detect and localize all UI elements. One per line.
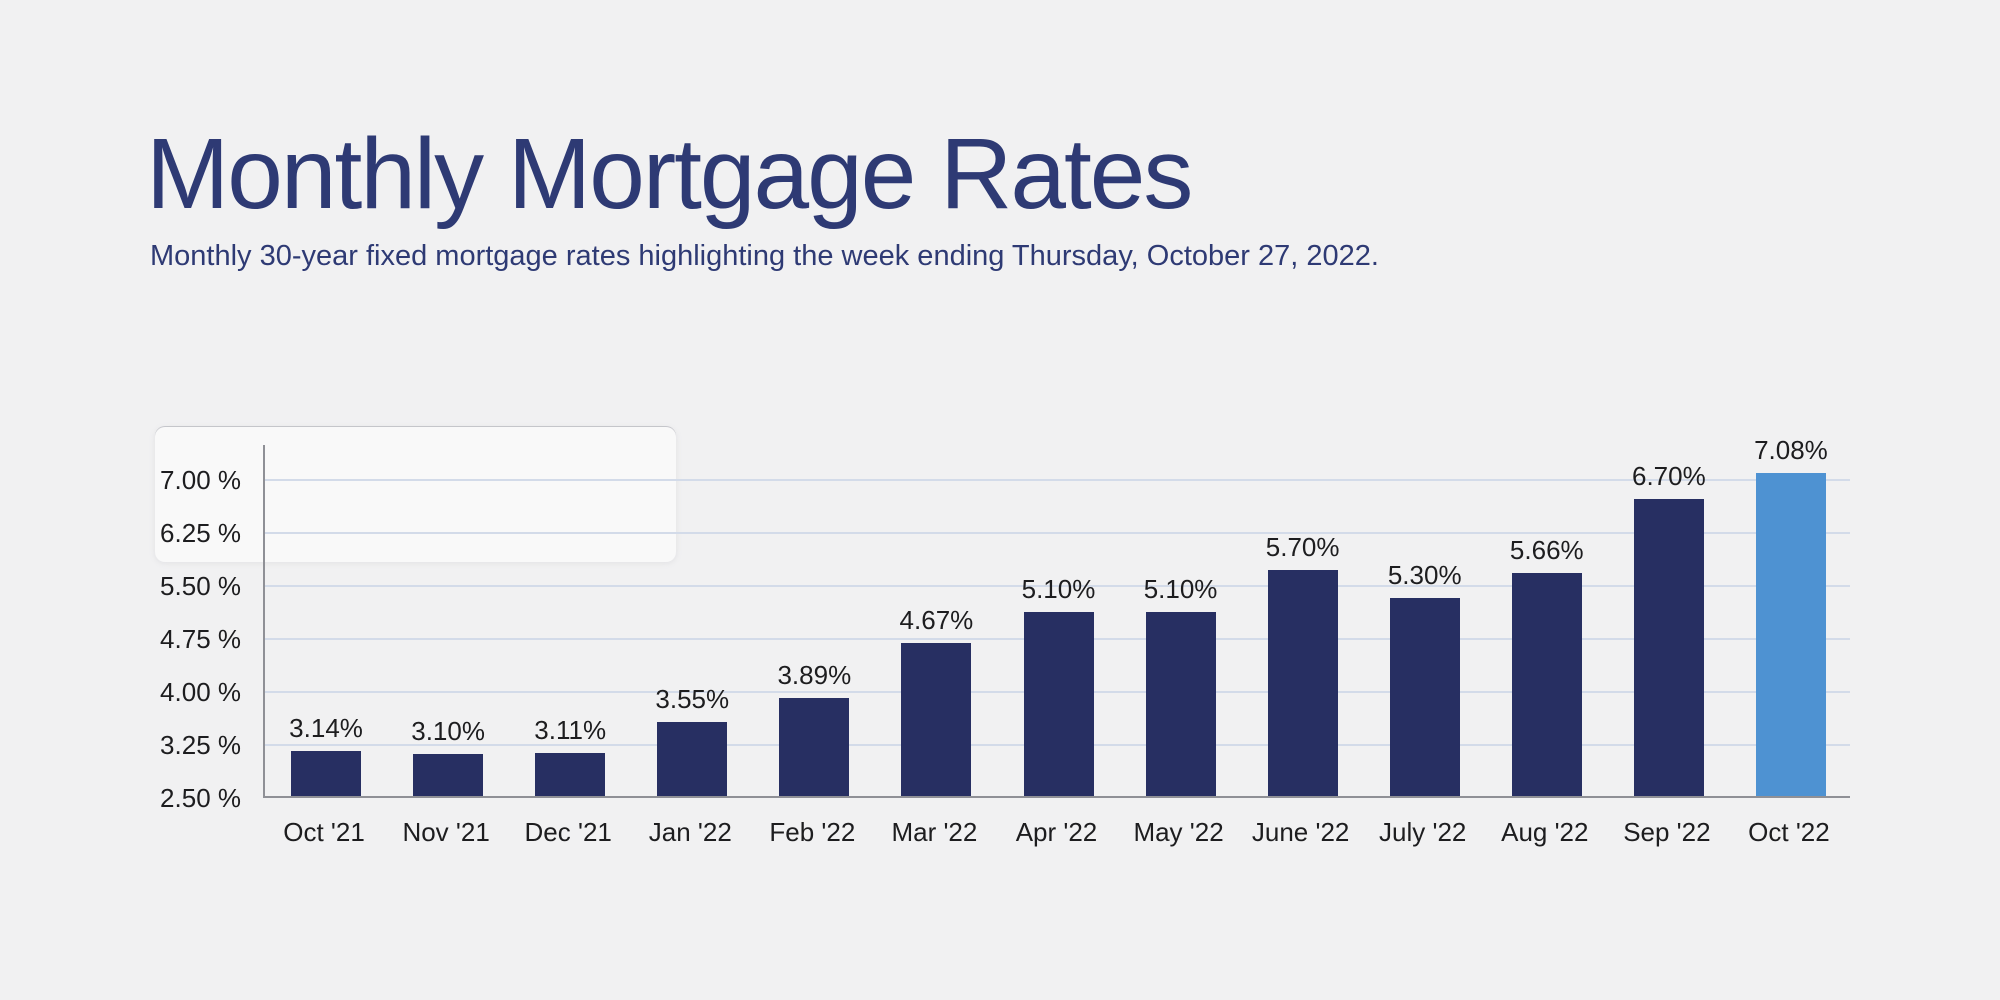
bar-value-label: 3.10% (411, 715, 485, 746)
bar (1023, 612, 1094, 796)
bar-value-label: 3.14% (289, 712, 363, 743)
x-tick-label: Feb '22 (769, 817, 856, 847)
y-tick-label: 6.25 % (160, 518, 241, 549)
bar (1633, 499, 1704, 796)
bar-value-label: 3.89% (777, 659, 852, 690)
bar-value-label: 5.70% (1265, 532, 1340, 563)
x-tick-label: Apr '22 (1015, 817, 1098, 847)
gridline (265, 585, 1850, 588)
bar (901, 642, 972, 796)
x-tick-label: Mar '22 (891, 817, 978, 847)
bar (535, 752, 606, 796)
bar (779, 697, 850, 796)
bar-value-label: 5.30% (1387, 560, 1462, 591)
x-tick-label: Dec '21 (524, 817, 612, 847)
y-tick-label: 4.75 % (160, 624, 241, 655)
bar (657, 721, 728, 796)
x-tick-label: Nov '21 (402, 817, 490, 847)
bar-value-label: 5.10% (1143, 574, 1218, 605)
bar-value-label: 7.08% (1754, 434, 1828, 465)
y-tick-label: 4.00 % (160, 677, 241, 708)
bar (1389, 598, 1460, 796)
bar-value-label: 3.11% (534, 714, 607, 745)
plot-area: 3.14% 3.10% 3.11% 3.55% 3.89% 4.67% 5.10% 5.10%… (263, 435, 1850, 798)
x-tick-label: June '22 (1251, 817, 1350, 847)
x-tick-label: Jan '22 (648, 817, 732, 847)
x-tick-label: May '22 (1133, 817, 1224, 847)
gridline (265, 479, 1850, 482)
bar (1145, 612, 1216, 796)
bar-value-label: 3.55% (655, 683, 730, 714)
y-tick-label: 2.50 % (160, 783, 241, 813)
bar-value-label: 6.70% (1632, 461, 1706, 492)
bar-highlighted (1755, 472, 1826, 796)
page-subtitle: Monthly 30-year fixed mortgage rates hig… (150, 240, 1379, 272)
bar (1267, 570, 1338, 796)
page-title: Monthly Mortgage Rates (146, 118, 1193, 230)
bar (413, 753, 484, 796)
bar-value-label: 5.66% (1509, 534, 1584, 565)
x-tick-label: Oct '22 (1748, 817, 1830, 847)
bar-value-label: 5.10% (1021, 574, 1096, 605)
highlight-panel (155, 427, 676, 562)
x-tick-label: Sep '22 (1623, 817, 1711, 847)
y-tick-label: 3.25 % (160, 730, 241, 761)
y-tick-label: 7.00 % (160, 465, 241, 496)
bar-value-label: 4.67% (899, 604, 974, 635)
bar (291, 750, 362, 796)
x-tick-label: Oct '21 (283, 817, 365, 847)
bar (1511, 572, 1582, 796)
x-tick-label: July '22 (1379, 817, 1467, 847)
y-tick-label: 5.50 % (160, 571, 241, 602)
x-tick-label: Aug '22 (1501, 817, 1589, 847)
gridline (265, 532, 1850, 535)
